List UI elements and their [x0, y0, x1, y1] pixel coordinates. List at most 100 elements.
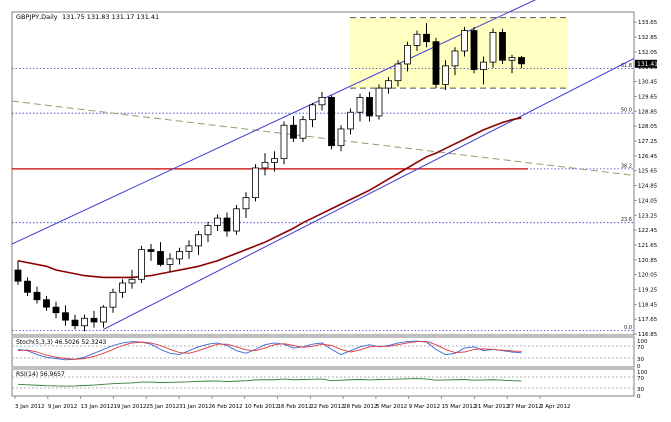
y-tick-label: 120.05	[638, 273, 658, 279]
y-tick-label: 133.65	[638, 20, 658, 26]
stoch-tick-0: 0	[637, 364, 641, 370]
x-tick-label: 28 Feb 2012	[343, 404, 377, 410]
candle	[166, 253, 174, 272]
candle	[413, 30, 421, 51]
zone-box	[350, 17, 568, 89]
candle	[147, 244, 155, 261]
candle	[62, 305, 69, 326]
fib-level-label: 38.2	[621, 163, 632, 169]
candle	[366, 91, 373, 122]
x-tick-label: 16 Feb 2012	[278, 404, 312, 410]
rsi-tick-70: 70	[637, 376, 644, 382]
candle	[508, 54, 516, 74]
x-tick-label: 9 Mar 2012	[409, 404, 440, 410]
candle	[204, 221, 212, 243]
candle	[337, 125, 345, 152]
candle	[33, 286, 41, 304]
candle	[451, 47, 459, 76]
candle	[480, 56, 487, 85]
candle	[299, 115, 307, 142]
current-price-box	[635, 59, 657, 68]
stoch-signal-line	[17, 341, 522, 360]
y-tick-label: 124.05	[638, 198, 658, 204]
x-tick-label: 27 Mar 2012	[507, 404, 542, 410]
rsi-tick-100: 100	[637, 370, 648, 376]
y-tick-label: 129.65	[638, 94, 658, 100]
candle	[470, 26, 478, 74]
stoch-tick-100: 100	[637, 339, 648, 345]
candle	[90, 310, 98, 328]
fib-level-label: 50.0	[621, 108, 632, 114]
y-tick-label: 125.65	[638, 169, 658, 175]
candle	[214, 214, 221, 232]
candle	[309, 102, 316, 128]
y-tick-label: 119.25	[638, 288, 658, 294]
candle	[318, 91, 326, 111]
candle	[223, 212, 231, 237]
candle	[24, 277, 31, 297]
candle	[423, 23, 430, 48]
candle	[71, 314, 79, 330]
trend-dashed-line	[11, 100, 635, 176]
candle	[261, 153, 269, 176]
candle	[157, 242, 164, 267]
y-tick-label: 128.05	[638, 124, 658, 130]
candle	[347, 108, 354, 135]
candle	[404, 41, 411, 72]
y-tick-label: 116.85	[638, 332, 658, 338]
candle	[290, 115, 297, 142]
candle	[518, 55, 525, 69]
x-tick-label: 25 Jan 2012	[146, 404, 179, 410]
candle	[499, 28, 506, 64]
y-tick-label: 123.25	[638, 213, 658, 219]
candle	[109, 288, 117, 313]
y-tick-label: 132.85	[638, 35, 658, 41]
candle	[81, 314, 88, 332]
candle	[242, 192, 250, 219]
x-tick-label: 19 Jan 2012	[113, 404, 146, 410]
rsi-line	[17, 378, 522, 387]
y-tick-label: 127.25	[638, 139, 658, 145]
candle	[442, 60, 449, 90]
candle	[185, 240, 193, 259]
candle	[280, 121, 288, 165]
x-tick-label: 21 Mar 2012	[474, 404, 509, 410]
candle	[385, 76, 392, 94]
stoch-main-line	[17, 340, 522, 361]
candle	[119, 279, 126, 298]
chart-header-ohlc: 131.75 131.83 131.17 131.41	[62, 13, 159, 21]
x-tick-label: 9 Jan 2012	[48, 404, 77, 410]
candle	[14, 260, 22, 285]
candle	[356, 93, 364, 122]
y-tick-label: 130.45	[638, 80, 658, 86]
rsi-tick-0: 0	[637, 394, 641, 400]
y-tick-label: 126.45	[638, 154, 658, 160]
candle	[271, 151, 278, 172]
rsi-label: RSI(14) 56.9657	[16, 371, 65, 378]
fib-level-label: 61.8	[621, 63, 632, 69]
candle	[375, 84, 383, 120]
x-tick-label: 5 Mar 2012	[376, 404, 407, 410]
stochastic-panel	[11, 336, 635, 368]
x-tick-label: 15 Mar 2012	[442, 404, 477, 410]
candle	[489, 28, 497, 68]
current-price-label: 131.41	[637, 61, 658, 68]
x-tick-label: 22 Feb 2012	[310, 404, 344, 410]
x-tick-label: 13 Jan 2012	[81, 404, 114, 410]
fib-level-label: 0.0	[624, 325, 632, 331]
y-tick-label: 132.05	[638, 50, 658, 56]
candle	[100, 305, 107, 328]
x-tick-label: 31 Jan 2012	[179, 404, 212, 410]
candle	[52, 301, 60, 319]
chart-header-title: GBPJPY,Daily	[16, 13, 58, 21]
candle	[328, 95, 335, 150]
candle	[394, 60, 402, 87]
stoch-label: Stoch(5,3,3) 46.5026 52.3243	[16, 339, 107, 346]
candle	[252, 164, 259, 202]
x-tick-label: 10 Feb 2012	[245, 404, 279, 410]
candle	[138, 245, 145, 284]
candle	[461, 26, 468, 57]
candle	[233, 205, 240, 235]
y-tick-label: 117.65	[638, 317, 658, 323]
